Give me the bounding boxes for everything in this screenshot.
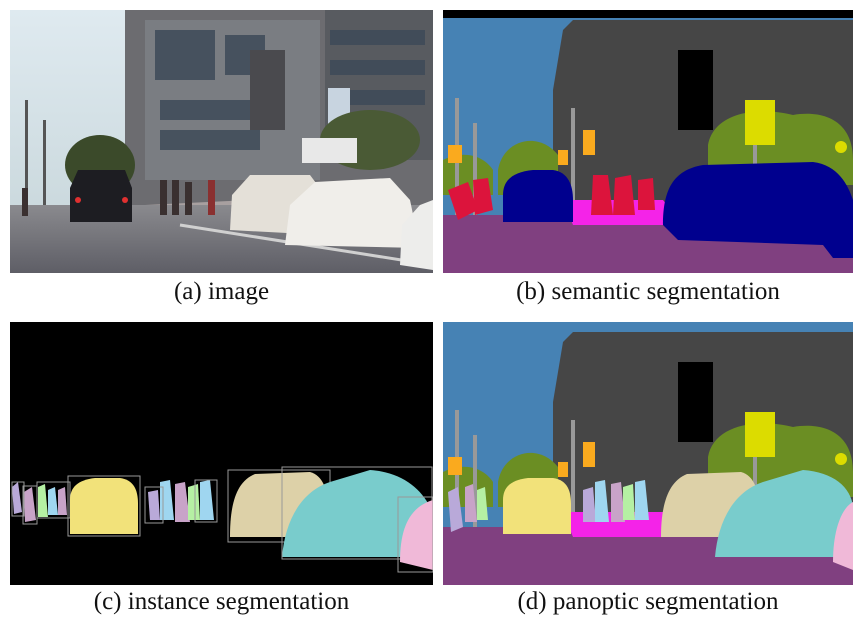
panel-semantic (443, 10, 853, 273)
panel-panoptic (443, 322, 853, 585)
street-photo (10, 10, 433, 273)
caption-image: (a) image (173, 278, 270, 305)
caption-semantic: (b) semantic segmentation (516, 278, 780, 305)
semantic-mask (443, 10, 853, 273)
panel-instance (10, 322, 433, 585)
instance-mask (10, 322, 433, 585)
panoptic-mask (443, 322, 853, 585)
caption-instance: (c) instance segmentation (93, 588, 350, 615)
caption-panoptic: (d) panoptic segmentation (517, 588, 779, 615)
panel-image (10, 10, 433, 273)
